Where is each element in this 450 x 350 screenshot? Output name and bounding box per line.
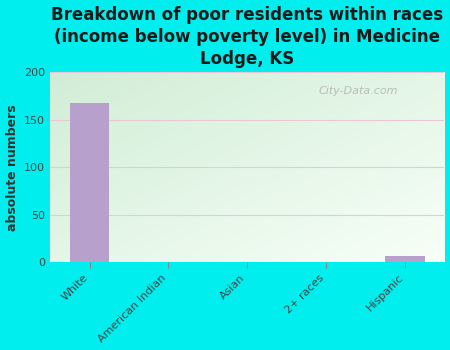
Bar [385,256,425,262]
Title: Breakdown of poor residents within races
(income below poverty level) in Medicin: Breakdown of poor residents within races… [51,6,443,68]
Text: City-Data.com: City-Data.com [318,86,398,96]
Bar [70,103,109,262]
Y-axis label: absolute numbers: absolute numbers [5,104,18,231]
